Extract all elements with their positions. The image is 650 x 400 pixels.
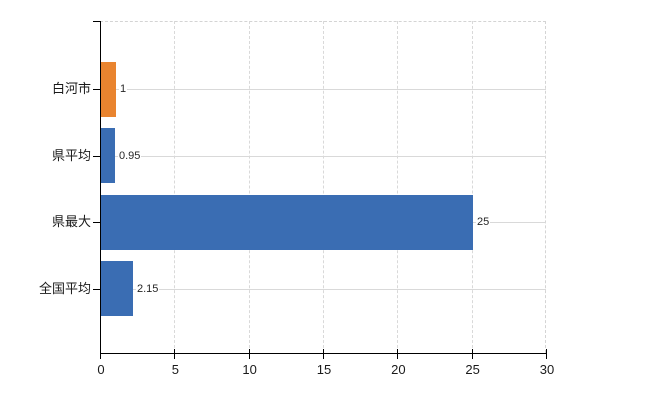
x-tick-label: 25	[465, 362, 480, 377]
x-tick	[546, 349, 547, 359]
gridline-horizontal	[101, 89, 546, 90]
x-tick	[471, 349, 473, 359]
category-label: 県最大	[51, 214, 91, 229]
gridline-vertical	[323, 21, 324, 353]
x-tick-label: 5	[171, 362, 179, 377]
x-tick-label: 30	[539, 362, 555, 377]
gridline-horizontal	[101, 155, 546, 157]
bar-1	[101, 61, 116, 117]
bar-2	[101, 128, 115, 183]
bar-value-label: 25	[476, 215, 491, 229]
gridline-vertical	[471, 21, 473, 353]
y-tick	[93, 89, 100, 90]
gridline-vertical	[248, 21, 250, 353]
gridline-vertical	[174, 21, 176, 353]
bar-value-label: 0.95	[118, 148, 142, 163]
y-axis-top-tick	[93, 21, 100, 22]
gridline-horizontal	[101, 288, 546, 290]
x-tick-label: 10	[242, 362, 257, 377]
bar-3	[101, 194, 473, 250]
x-tick	[397, 349, 399, 359]
bar-value-label: 1	[119, 82, 128, 96]
x-tick-label: 15	[316, 362, 332, 377]
x-tick	[100, 349, 101, 359]
x-tick-label: 20	[391, 362, 406, 377]
category-label: 白河市	[51, 81, 91, 96]
category-label: 県平均	[51, 147, 91, 163]
x-tick	[248, 349, 250, 359]
x-tick	[323, 349, 324, 359]
x-tick	[174, 349, 176, 359]
x-tick-label: 0	[97, 362, 105, 377]
y-axis-line	[100, 21, 101, 354]
bar-value-label: 2.15	[136, 281, 160, 296]
category-label: 全国平均	[38, 280, 91, 296]
y-tick	[93, 288, 100, 290]
gridline-vertical	[397, 21, 399, 353]
y-tick	[93, 222, 100, 223]
y-tick	[93, 155, 100, 157]
bar-4	[101, 261, 133, 316]
